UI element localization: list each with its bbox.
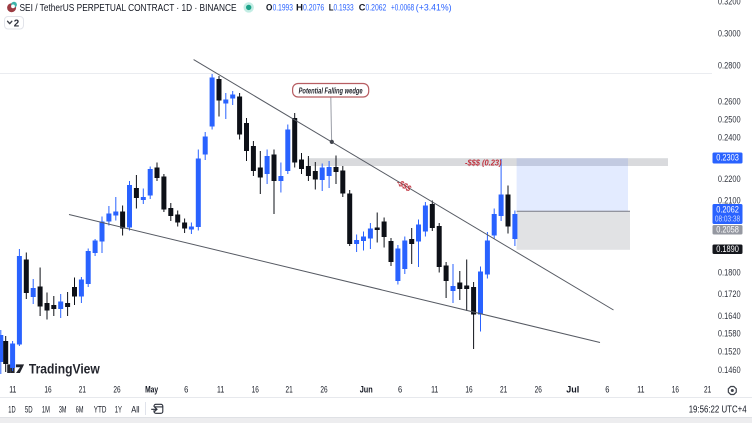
svg-text:-$$$ (0.23): -$$$ (0.23) [465, 157, 502, 167]
svg-text:YTD: YTD [94, 404, 107, 415]
svg-text:0.2600: 0.2600 [718, 97, 741, 108]
svg-text:Jun: Jun [360, 384, 373, 394]
svg-text:1Y: 1Y [115, 404, 123, 415]
svg-text:21: 21 [704, 384, 711, 394]
svg-text:3M: 3M [59, 404, 67, 415]
svg-text:0.1580: 0.1580 [718, 329, 741, 340]
svg-text:0.2058: 0.2058 [716, 225, 739, 236]
svg-text:0.2200: 0.2200 [718, 174, 741, 185]
svg-text:21: 21 [500, 384, 507, 394]
svg-text:C: C [359, 3, 366, 14]
svg-text:0.2062: 0.2062 [366, 3, 387, 14]
svg-text:11: 11 [9, 384, 16, 394]
svg-text:0.2100: 0.2100 [718, 195, 741, 206]
svg-text:0.1890: 0.1890 [716, 244, 739, 255]
svg-text:1M: 1M [42, 404, 50, 415]
svg-text:0.1720: 0.1720 [718, 289, 741, 300]
svg-text:26: 26 [320, 384, 327, 394]
svg-text:0.2062: 0.2062 [716, 205, 739, 216]
svg-text:16: 16 [252, 384, 259, 394]
svg-text:H: H [296, 3, 303, 14]
svg-text:0.2303: 0.2303 [716, 153, 739, 164]
svg-text:0.1640: 0.1640 [718, 311, 741, 322]
svg-text:21: 21 [79, 384, 86, 394]
svg-text:0.1800: 0.1800 [718, 267, 741, 278]
svg-text:6M: 6M [76, 404, 84, 415]
svg-text:11: 11 [217, 384, 224, 394]
svg-text:O: O [266, 3, 272, 14]
svg-text:5D: 5D [25, 404, 33, 415]
svg-text:SEI / TetherUS PERPETUAL CONTR: SEI / TetherUS PERPETUAL CONTRACT · 1D ·… [20, 3, 237, 14]
svg-text:TradingView: TradingView [29, 361, 100, 376]
svg-text:Jul: Jul [566, 384, 579, 394]
svg-text:0.3000: 0.3000 [718, 28, 741, 39]
svg-text:All: All [131, 404, 139, 415]
svg-text:0.2400: 0.2400 [718, 133, 741, 144]
svg-text:6: 6 [605, 384, 609, 394]
svg-text:26: 26 [113, 384, 120, 394]
svg-text:0.2500: 0.2500 [718, 115, 741, 126]
svg-text:0.2800: 0.2800 [718, 61, 741, 72]
svg-text:0.1993: 0.1993 [273, 3, 293, 14]
svg-text:0.3200: 0.3200 [718, 0, 741, 8]
svg-text:0.1520: 0.1520 [718, 346, 741, 357]
svg-text:(+3.41%): (+3.41%) [416, 3, 452, 14]
svg-text:19:56:22 UTC+4: 19:56:22 UTC+4 [689, 404, 747, 415]
svg-text:0.2076: 0.2076 [303, 3, 324, 14]
svg-text:16: 16 [44, 384, 51, 394]
svg-text:L: L [329, 3, 334, 14]
svg-text:0.1933: 0.1933 [334, 3, 354, 14]
svg-text:16: 16 [672, 384, 679, 394]
svg-text:2: 2 [14, 19, 20, 30]
svg-text:6: 6 [398, 384, 402, 394]
svg-text:21: 21 [286, 384, 293, 394]
svg-text:08:03:38: 08:03:38 [715, 214, 740, 224]
svg-text:26: 26 [535, 384, 542, 394]
svg-text:11: 11 [431, 384, 438, 394]
svg-text:May: May [145, 384, 159, 394]
svg-text:16: 16 [465, 384, 472, 394]
svg-text:11: 11 [637, 384, 644, 394]
svg-text:Potential Falling wedge: Potential Falling wedge [299, 86, 363, 96]
svg-text:0.1460: 0.1460 [718, 365, 741, 376]
svg-text:+0.0068: +0.0068 [391, 3, 414, 14]
svg-text:1D: 1D [8, 404, 15, 415]
svg-text:6: 6 [184, 384, 188, 394]
